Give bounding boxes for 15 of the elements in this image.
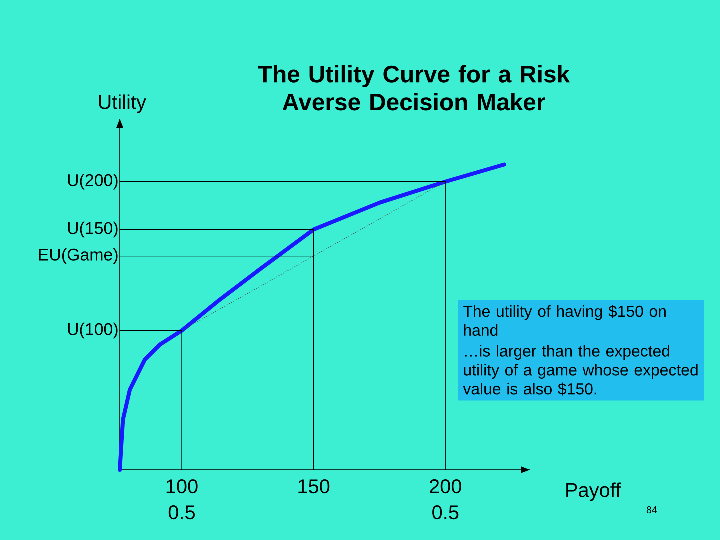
text: U(150) xyxy=(68,222,118,238)
y-axis-title: Utility xyxy=(99,94,146,114)
annotation: The utility of having $150 on hand xyxy=(464,305,666,336)
text: 84 xyxy=(646,506,658,514)
x-tick-label: 100 xyxy=(166,480,198,494)
chart-title: The Utility Curve for a Risk Averse Decision Maker xyxy=(258,65,570,111)
text: 0.5 xyxy=(432,506,459,520)
x-axis-title: Payoff xyxy=(566,482,622,502)
annotation: …is larger than the expected utility of a game whose expected value is also $150. xyxy=(463,345,698,396)
text: EU(Game) xyxy=(39,248,118,264)
text: U(200) xyxy=(68,174,118,190)
text: 0.5 xyxy=(168,506,195,520)
text: U(100) xyxy=(68,322,118,339)
x-tick-label: 200 xyxy=(430,480,462,494)
x-tick-label: 150 xyxy=(298,480,330,494)
